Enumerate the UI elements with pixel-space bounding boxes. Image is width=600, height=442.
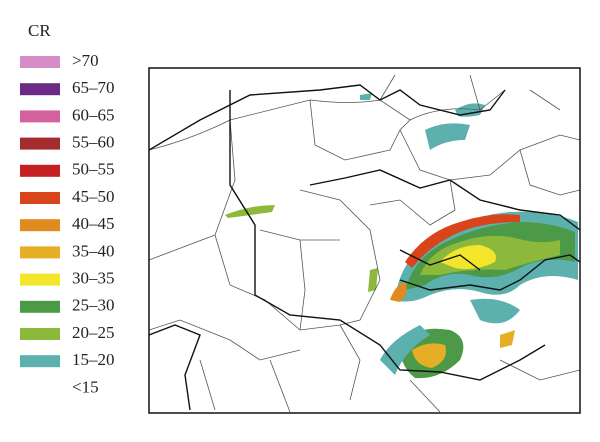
legend-label: >70 xyxy=(72,51,99,70)
legend-label: 50–55 xyxy=(72,160,115,179)
legend-label: 60–65 xyxy=(72,105,115,124)
legend-label: <15 xyxy=(72,377,99,396)
legend-swatch xyxy=(20,328,60,340)
legend-label: 65–70 xyxy=(72,78,115,97)
legend-swatch xyxy=(20,164,60,177)
country-borders xyxy=(149,84,580,411)
map-frame xyxy=(148,67,581,414)
legend-swatch xyxy=(20,137,60,150)
legend-swatch xyxy=(20,83,60,96)
legend-label: 40–45 xyxy=(72,214,115,233)
legend-swatch xyxy=(20,355,60,368)
legend-swatch xyxy=(20,300,60,313)
legend: >70 65–70 60–65 55–60 50–55 45–50 40–45 35–40 30… xyxy=(20,51,115,396)
legend-label: 25–30 xyxy=(72,296,115,315)
map xyxy=(149,74,580,413)
province-borders xyxy=(149,74,580,413)
legend-swatch xyxy=(20,56,60,68)
legend-label: 20–25 xyxy=(72,323,115,342)
legend-label: 55–60 xyxy=(72,133,115,152)
legend-swatch xyxy=(20,246,60,259)
legend-label: 15–20 xyxy=(72,350,115,369)
legend-title: CR xyxy=(28,21,51,40)
legend-label: 35–40 xyxy=(72,241,115,260)
legend-swatch xyxy=(20,219,60,232)
legend-swatch xyxy=(20,110,60,123)
legend-label: 30–35 xyxy=(72,269,115,288)
radar-echoes xyxy=(225,93,578,379)
legend-label: 45–50 xyxy=(72,187,115,206)
legend-swatch xyxy=(20,273,60,286)
legend-swatch xyxy=(20,192,60,204)
